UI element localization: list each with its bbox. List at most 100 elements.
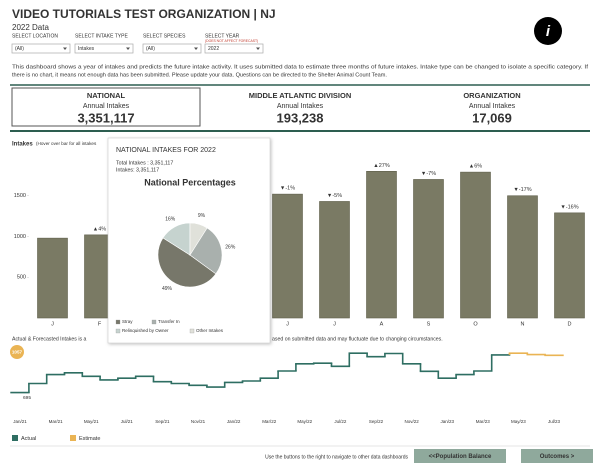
description: there is no chart, it means not enough d… (12, 72, 387, 78)
x-tick-label: Nov/22 (404, 419, 419, 424)
dropdown-arrow[interactable] (126, 47, 130, 51)
x-tick-label: Jul/22 (334, 419, 347, 424)
change-label: ▼-5% (327, 193, 342, 199)
footer-text: Use the buttons to the right to navigate… (265, 454, 408, 460)
kpi-title: ORGANIZATION (463, 91, 520, 100)
pie-label: 16% (165, 216, 176, 222)
button-label[interactable]: Outcomes > (540, 454, 575, 460)
legend-label: Actual (21, 436, 36, 442)
x-tick-label: Jul/23 (548, 419, 561, 424)
reference-badge (10, 345, 24, 359)
x-tick-label: J (333, 321, 336, 327)
dropdown-box[interactable] (74, 43, 134, 54)
bar-chart-subtitle: (Hover over bar for all intakes (36, 141, 97, 146)
dropdown[interactable]: (All) (11, 43, 71, 54)
tooltip-header: Intakes: 3,351,117 (116, 167, 159, 173)
filter-label: SELECT LOCATION (12, 33, 58, 39)
x-tick-label: N (521, 321, 525, 327)
bar[interactable] (413, 179, 444, 319)
dropdown-box[interactable] (204, 43, 264, 54)
dropdown-arrow[interactable] (194, 47, 198, 51)
bar[interactable] (554, 212, 585, 319)
change-label: ▼-16% (560, 204, 578, 210)
change-label: ▼-7% (421, 171, 436, 177)
button-bg[interactable] (414, 449, 506, 463)
x-tick-label: Jul/21 (121, 419, 134, 424)
x-tick-label: Jan/23 (440, 419, 454, 424)
x-tick-label: May/23 (511, 419, 526, 424)
dropdown-value[interactable]: 2022 (208, 46, 219, 52)
dropdown-box[interactable] (11, 43, 71, 54)
button-label[interactable]: <<Population Balance (429, 454, 492, 460)
caption: ased on submitted data and may fluctuate… (272, 336, 443, 342)
x-tick-label: Mar/23 (476, 419, 491, 424)
info-button[interactable]: i (534, 17, 562, 45)
x-tick-label: Jan/22 (227, 419, 241, 424)
reference-label: 1057 (12, 350, 23, 355)
filter-label: SELECT INTAKE TYPE (75, 33, 128, 39)
legend-swatch (115, 319, 121, 325)
nav-button[interactable]: Outcomes > (521, 449, 593, 463)
title: VIDEO TUTORIALS TEST ORGANIZATION | NJ (12, 7, 276, 21)
nav-button[interactable]: <<Population Balance (414, 449, 506, 463)
x-tick-label: Jan/21 (13, 419, 27, 424)
min-label: 695 (23, 395, 31, 401)
bar[interactable] (366, 171, 397, 319)
change-label: ▼-1% (280, 186, 295, 192)
dropdown-box[interactable] (142, 43, 202, 54)
button-bg[interactable] (521, 449, 593, 463)
dropdown[interactable]: (All) (142, 43, 202, 54)
x-tick-label: Mar/22 (262, 419, 277, 424)
kpi-value: 193,238 (277, 110, 324, 125)
legend-swatch (151, 319, 157, 325)
kpi-value: 3,351,117 (77, 110, 134, 125)
dropdown[interactable]: 2022 (204, 43, 264, 54)
x-tick-label: D (568, 321, 572, 327)
pie-title: National Percentages (144, 177, 236, 187)
x-tick-label: F (98, 321, 102, 327)
x-tick-label: J (286, 321, 289, 327)
subtitle: 2022 Data (12, 23, 49, 32)
x-tick-label: May/21 (84, 419, 99, 424)
x-tick-label: O (473, 321, 478, 327)
dropdown-arrow[interactable] (63, 47, 67, 51)
legend-label: Relinquished by Owner (122, 328, 169, 333)
kpi-label: Annual Intakes (469, 103, 516, 110)
x-tick-label: S (427, 321, 431, 327)
x-tick-label: Sep/22 (369, 419, 384, 424)
legend-swatch (189, 328, 195, 334)
dropdown-value[interactable]: Intakes (78, 46, 95, 52)
change-label: ▲27% (373, 163, 390, 169)
pie-label: 9% (198, 213, 206, 219)
filter-note: (DOES NOT AFFECT FORECAST) (205, 39, 258, 43)
legend-swatch (70, 435, 76, 441)
legend-label: Estimate (79, 436, 100, 442)
info-circle[interactable] (534, 17, 562, 45)
dropdown-value[interactable]: (All) (146, 46, 155, 52)
bar[interactable] (507, 195, 538, 319)
filter-label: SELECT YEAR (205, 33, 240, 39)
legend-label: Transfer In (158, 319, 180, 324)
bar[interactable] (272, 193, 303, 319)
pie-slice (189, 227, 223, 275)
x-tick-label: Nov/21 (191, 419, 206, 424)
bar-chart-title: Intakes (12, 142, 33, 148)
dropdown-arrow[interactable] (256, 47, 260, 51)
kpi-value: 17,069 (472, 110, 512, 125)
kpi-label: Annual Intakes (277, 103, 324, 110)
kpi-title: NATIONAL (87, 91, 126, 100)
bar[interactable] (37, 237, 68, 319)
change-label: ▲6% (469, 164, 483, 170)
dropdown[interactable]: Intakes (74, 43, 134, 54)
change-label: ▼-17% (513, 187, 531, 193)
dropdown-value[interactable]: (All) (15, 46, 24, 52)
tooltip: NATIONAL INTAKES FOR 2022 Total Intakes :… (107, 137, 271, 344)
pie-slice (157, 237, 217, 288)
x-tick-label: Sep/21 (155, 419, 170, 424)
bar[interactable] (319, 201, 350, 319)
y-tick-label: 500 (17, 275, 26, 281)
info-icon[interactable]: i (546, 23, 551, 40)
bar[interactable] (460, 171, 491, 319)
